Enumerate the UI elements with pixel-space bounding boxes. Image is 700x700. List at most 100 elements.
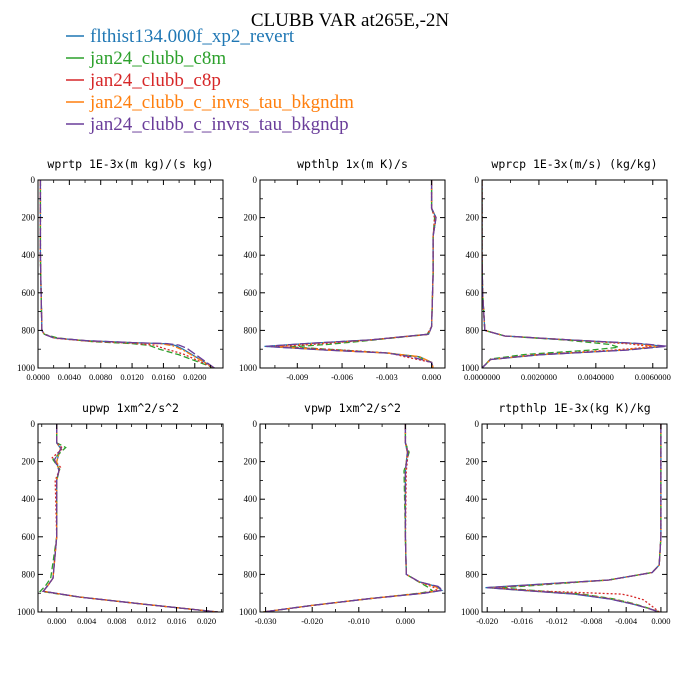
y-tick-label: 1000 [461, 607, 480, 617]
series-line [39, 180, 215, 368]
series-group [485, 424, 662, 612]
x-tick-label: 0.0080 [89, 372, 112, 382]
series-line [277, 180, 436, 368]
y-tick-label: 200 [244, 457, 258, 467]
y-tick-label: 1000 [17, 363, 36, 373]
y-tick-label: 200 [22, 213, 36, 223]
x-tick-label: -0.030 [255, 616, 277, 626]
series-line [500, 424, 662, 612]
y-tick-label: 0 [475, 419, 480, 429]
x-tick-label: -0.009 [286, 372, 308, 382]
x-tick-label: 0.000 [422, 372, 441, 382]
series-group [38, 424, 218, 612]
y-tick-label: 200 [22, 457, 36, 467]
panel-title: wpthlp 1x(m K)/s [297, 157, 408, 171]
y-tick-label: 400 [466, 494, 480, 504]
y-tick-label: 600 [466, 532, 480, 542]
panel-title: wprtp 1E-3x(m kg)/(s kg) [47, 157, 213, 171]
x-tick-label: -0.008 [580, 616, 602, 626]
series-group [482, 180, 667, 368]
y-tick-label: 0 [475, 175, 480, 185]
series-line [482, 180, 619, 368]
series-line [38, 424, 218, 612]
series-line [485, 424, 662, 612]
series-line [270, 180, 437, 368]
series-line [263, 424, 442, 612]
legend-entry: jan24_clubb_c_invrs_tau_bkgndm [89, 92, 354, 113]
x-tick-label: 0.0160 [152, 372, 175, 382]
x-tick-label: -0.020 [476, 616, 498, 626]
series-line [263, 424, 445, 612]
y-tick-label: 0 [253, 419, 258, 429]
series-line [41, 424, 218, 612]
y-tick-label: 1000 [239, 607, 258, 617]
x-tick-label: 0.012 [137, 616, 156, 626]
y-tick-label: 400 [466, 250, 480, 260]
series-line [482, 180, 667, 368]
series-group [39, 180, 215, 368]
y-tick-label: 0 [31, 419, 36, 429]
x-tick-label: 0.000 [396, 616, 415, 626]
x-tick-label: 0.0200 [183, 372, 206, 382]
y-tick-label: 600 [22, 288, 36, 298]
x-tick-label: -0.006 [331, 372, 353, 382]
y-tick-label: 400 [244, 494, 258, 504]
y-tick-label: 600 [244, 288, 258, 298]
series-line [265, 180, 437, 368]
y-tick-label: 800 [244, 569, 258, 579]
series-line [263, 424, 439, 612]
y-tick-label: 1000 [461, 363, 480, 373]
series-line [487, 424, 662, 612]
plot-frame [37, 423, 224, 613]
legend-entry: flthist134.000f_xp2_revert [90, 26, 295, 47]
panel-title: rtpthlp 1E-3x(kg K)/kg [498, 401, 650, 415]
y-tick-label: 600 [244, 532, 258, 542]
series-line [264, 180, 437, 368]
series-line [41, 424, 218, 612]
x-tick-label: 0.020 [197, 616, 216, 626]
x-tick-label: 0.0040 [58, 372, 81, 382]
y-tick-label: 400 [244, 250, 258, 260]
series-line [488, 424, 662, 612]
y-tick-label: 1000 [17, 607, 36, 617]
y-tick-label: 800 [22, 325, 36, 335]
series-line [263, 424, 444, 612]
x-tick-label: -0.010 [348, 616, 370, 626]
series-group [264, 180, 437, 368]
panel-title: vpwp 1xm^2/s^2 [304, 401, 401, 415]
panel-title: upwp 1xm^2/s^2 [82, 401, 179, 415]
panels: wprtp 1E-3x(m kg)/(s kg) 0 200 400 600 800 100… [17, 157, 671, 626]
x-tick-label: -0.003 [376, 372, 398, 382]
chart-title: CLUBB VAR at265E,-2N [251, 10, 450, 31]
x-tick-label: 0.0040000 [578, 372, 614, 382]
y-tick-label: 1000 [239, 363, 258, 373]
y-tick-label: 200 [244, 213, 258, 223]
x-tick-label: -0.004 [615, 616, 638, 626]
y-tick-label: 800 [244, 325, 258, 335]
series-line [41, 424, 218, 612]
series-group [263, 424, 445, 612]
x-tick-label: 0.000 [651, 616, 670, 626]
y-tick-label: 0 [31, 175, 36, 185]
chart-panel: wprtp 1E-3x(m kg)/(s kg) 0 200 400 600 800 100… [17, 157, 224, 382]
chart-panel: wpthlp 1x(m K)/s 0 200 400 600 800 1000 -0.009 -… [239, 157, 446, 382]
plot-frame [259, 423, 446, 613]
legend: flthist134.000f_xp2_revertjan24_clubb_c8… [66, 26, 354, 135]
x-tick-label: -0.016 [511, 616, 533, 626]
chart-panel: rtpthlp 1E-3x(kg K)/kg02004006008001000-… [461, 401, 670, 626]
chart-panel: vpwp 1xm^2/s^2 0 200 400 600 800 1000-0.030 -0.… [239, 401, 446, 626]
x-tick-label: 0.0020000 [521, 372, 557, 382]
y-tick-label: 400 [22, 250, 36, 260]
y-tick-label: 800 [466, 325, 480, 335]
x-tick-label: -0.012 [546, 616, 568, 626]
legend-entry: jan24_clubb_c_invrs_tau_bkgndp [89, 114, 349, 135]
x-tick-label: 0.016 [167, 616, 186, 626]
y-tick-label: 200 [466, 457, 480, 467]
x-tick-label: -0.020 [301, 616, 323, 626]
x-tick-label: 0.0060000 [635, 372, 671, 382]
plot-frame [259, 179, 446, 369]
series-line [491, 424, 662, 612]
y-tick-label: 0 [253, 175, 258, 185]
y-tick-label: 600 [22, 532, 36, 542]
y-tick-label: 400 [22, 494, 36, 504]
